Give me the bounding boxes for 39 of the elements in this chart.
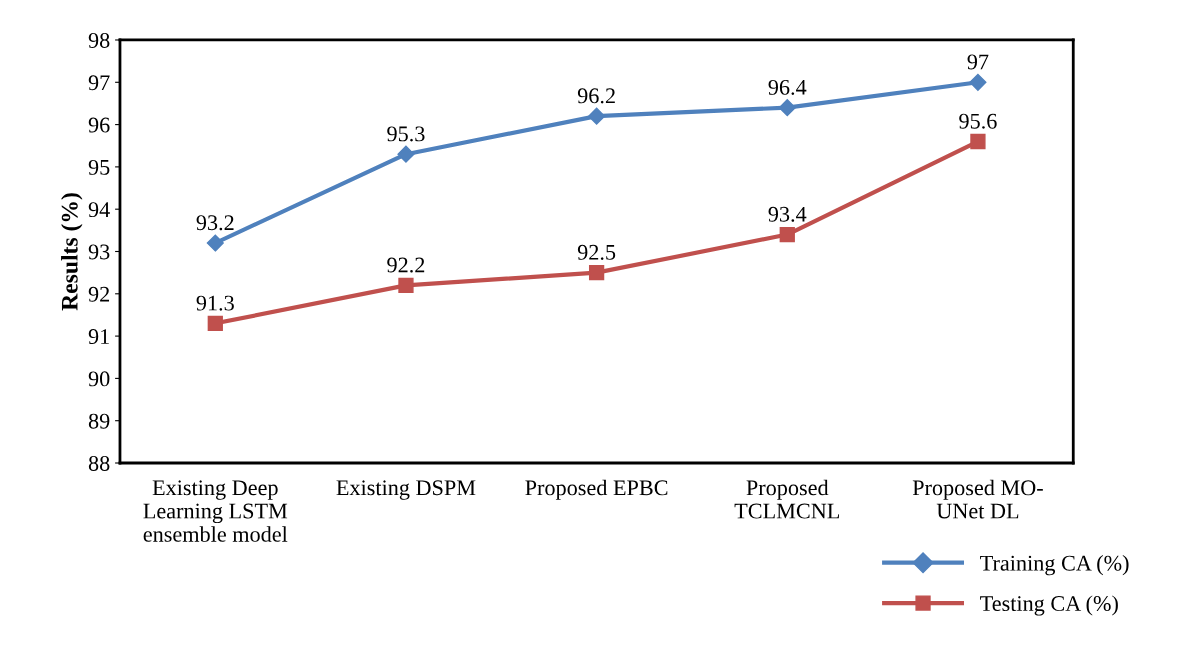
x-tick-label: Proposed TCLMCNL: [734, 479, 840, 519]
point: [778, 99, 796, 117]
data-label: 97: [967, 54, 989, 70]
point: [588, 265, 605, 281]
point: [206, 234, 224, 252]
point: [397, 145, 415, 163]
point: [207, 315, 223, 332]
data-label: 95.3: [387, 126, 425, 142]
legend-label: Testing CA (%): [980, 595, 1118, 616]
point: [588, 107, 606, 125]
y-tick-label: 95: [88, 159, 110, 175]
y-tick-label: 97: [88, 75, 110, 91]
data-label: 96.2: [577, 88, 615, 104]
y-tick-label: 94: [88, 202, 110, 218]
point: [779, 226, 795, 243]
data-label: 95.6: [959, 113, 997, 129]
y-axis-title: Results (%): [61, 193, 83, 311]
x-tick-label: Existing Deep Learning LSTM ensemble model: [143, 480, 288, 542]
y-tick-label: 91: [88, 329, 109, 345]
y-tick-label: 88: [88, 455, 110, 471]
data-label: 93.4: [768, 206, 807, 222]
data-label: 91.3: [196, 295, 234, 311]
point: [970, 133, 986, 150]
data-label: 96.4: [768, 79, 807, 95]
y-tick-label: 96: [88, 117, 110, 133]
x-tick-label: Proposed MO- UNet DL: [912, 479, 1043, 519]
x-tick-label: Proposed EPBC: [525, 479, 668, 500]
data-label: 92.5: [577, 244, 616, 260]
y-tick-label: 92: [88, 286, 110, 302]
x-tick-label: Existing DSPM: [336, 480, 476, 500]
y-tick-label: 89: [88, 413, 110, 429]
y-tick-label: 93: [88, 244, 110, 260]
data-label: 92.2: [387, 257, 425, 273]
legend-label: Training CA (%): [980, 555, 1129, 576]
point: [398, 277, 414, 293]
point: [969, 73, 987, 91]
y-tick-label: 90: [88, 371, 110, 387]
data-label: 93.2: [196, 215, 234, 231]
y-tick-label: 98: [88, 32, 110, 48]
